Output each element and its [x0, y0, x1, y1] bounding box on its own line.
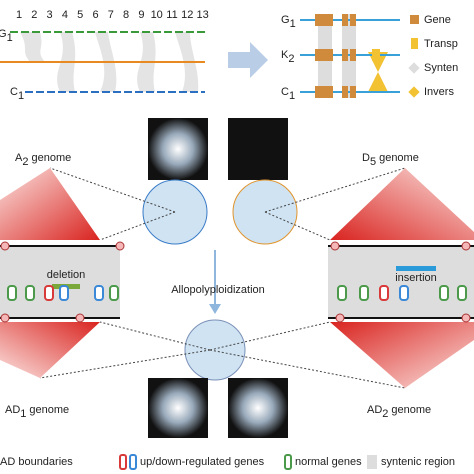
labels: 1 2 3 4 5 6 7 8 9 10 11 12 13G 1C 1G 1K 2C 1GeneTranspSyn… — [0, 9, 458, 468]
arrow — [209, 304, 221, 314]
legend-label: AD boundaries — [0, 456, 73, 468]
heatmap — [0, 322, 100, 378]
genome-label-sub: 1 — [290, 18, 296, 30]
synteny-panel — [0, 31, 268, 93]
legend-label: Invers — [424, 86, 454, 98]
legend-swatch — [119, 454, 127, 470]
legend-label: normal genes — [295, 456, 362, 468]
photo — [148, 118, 208, 180]
genome-title: A — [15, 152, 23, 164]
genome-title-sub: 2 — [22, 156, 28, 168]
legend-swatch — [410, 15, 419, 24]
genes — [315, 14, 356, 98]
block-number: 9 — [138, 9, 144, 21]
photo — [228, 378, 288, 438]
photo — [228, 118, 288, 180]
tad-boundaries — [0, 241, 471, 323]
block-number: 10 — [151, 9, 163, 21]
legend-swatch — [408, 62, 420, 74]
annotation: insertion — [395, 272, 437, 284]
insertion-bar — [396, 266, 436, 271]
structure-panel — [300, 14, 420, 98]
block-number: 2 — [31, 9, 37, 21]
syntenic-region — [0, 246, 120, 318]
genome-label-sub: 1 — [7, 32, 13, 44]
genome-title-suffix: genome — [391, 404, 431, 416]
genome-label-sub: 1 — [18, 90, 24, 102]
heatmap — [0, 168, 100, 240]
arrow — [228, 42, 268, 78]
genome-label: G — [0, 28, 7, 40]
heatmap — [330, 322, 474, 388]
genome-title-suffix: genome — [29, 404, 69, 416]
legend-swatch — [367, 455, 377, 469]
genome-label: C — [10, 86, 18, 98]
genome-label-sub: 2 — [288, 53, 294, 65]
genes — [7, 285, 467, 301]
process-label: Allopolyploidization — [171, 284, 265, 296]
genome-label: K — [281, 49, 289, 61]
genome-title-sub: 5 — [370, 156, 376, 168]
genome-title-suffix: genome — [379, 152, 419, 164]
middle — [0, 118, 474, 438]
photo — [148, 378, 208, 438]
legend-swatch — [129, 454, 137, 470]
inversion — [368, 52, 388, 92]
genome-title-suffix: genome — [31, 152, 71, 164]
legend-label: Gene — [424, 14, 451, 26]
block-number: 3 — [47, 9, 53, 21]
block-number: 12 — [181, 9, 193, 21]
block-number: 5 — [77, 9, 83, 21]
legend-swatch — [411, 38, 418, 49]
legend-label: up/down-regulated genes — [140, 456, 265, 468]
genome-title: AD — [367, 404, 382, 416]
connectors — [39, 167, 406, 389]
legend-label: Transp — [424, 38, 458, 50]
heatmap — [330, 168, 474, 240]
transposon — [372, 49, 380, 61]
block-number: 4 — [62, 9, 68, 21]
genome-label: C — [281, 86, 289, 98]
genome-title-sub: 2 — [382, 408, 388, 420]
genome-title: AD — [5, 404, 20, 416]
block-number: 13 — [196, 9, 208, 21]
genome-label-sub: 1 — [289, 90, 295, 102]
block-number: 8 — [123, 9, 129, 21]
legend-swatch — [408, 86, 420, 98]
block-number: 1 — [16, 9, 22, 21]
genome-label: G — [281, 14, 290, 26]
genome-title: D — [362, 152, 370, 164]
legend-label: Synten — [424, 62, 458, 74]
genome-title-sub: 1 — [20, 408, 26, 420]
syntenic-region — [328, 246, 474, 318]
annotation: deletion — [47, 269, 86, 281]
legend-swatch — [284, 454, 292, 470]
block-number: 11 — [166, 9, 177, 21]
bottom-legend — [119, 454, 377, 470]
block-number: 6 — [92, 9, 98, 21]
legend-label: syntenic region — [381, 456, 455, 468]
nucleus — [184, 319, 246, 381]
block-number: 7 — [108, 9, 114, 21]
